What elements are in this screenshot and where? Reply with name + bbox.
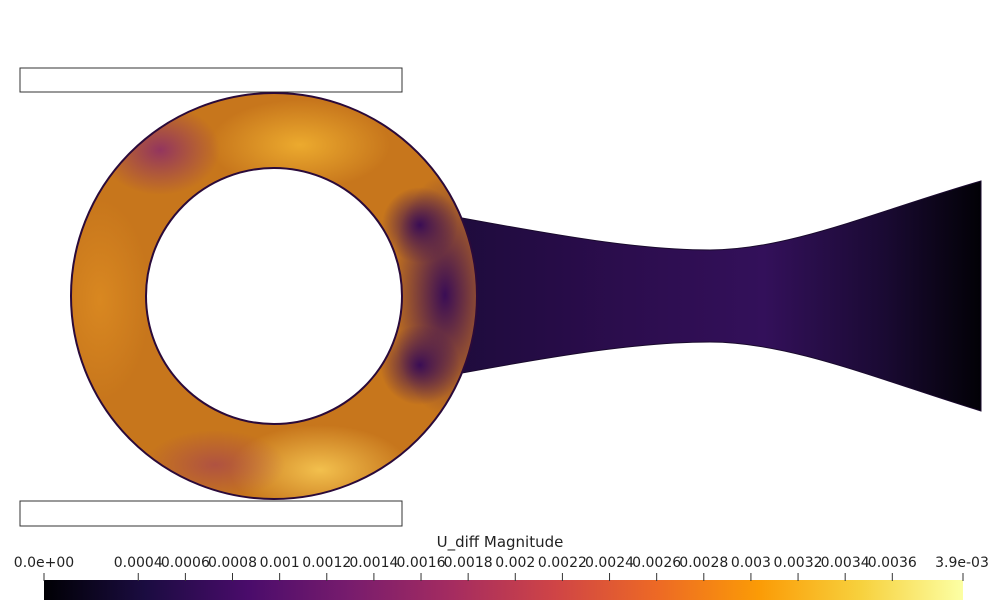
colorbar-tick-label: 0.0e+00 (13, 555, 75, 571)
colorbar-title: U_diff Magnitude (436, 533, 564, 551)
colorbar-tick-label: 0.0018 (443, 555, 493, 571)
colorbar-tick-label: 0.0012 (302, 555, 352, 571)
colorbar-tick-label: 0.0004 (113, 555, 163, 571)
colorbar-tick-label: 0.0008 (208, 555, 257, 571)
ring-outer-edge (70, 92, 478, 500)
channel-region (439, 180, 982, 412)
colorbar-tick-label: 0.0014 (349, 555, 399, 571)
colorbar-tick-label: 0.0034 (820, 555, 870, 571)
colorbar-tick-label: 0.0036 (867, 555, 917, 571)
colorbar-tick-label: 0.003 (730, 555, 771, 571)
ring-inner-edge (145, 167, 403, 425)
colorbar (44, 580, 963, 600)
colorbar-tick-label: 0.0006 (160, 555, 210, 571)
colorbar-tick-label: 0.001 (259, 555, 300, 571)
colorbar-tick-label: 0.0032 (773, 555, 823, 571)
colorbar-ticks (43, 573, 964, 581)
colorbar-tick-label: 0.0026 (632, 555, 682, 571)
colorbar-tick-label: 0.0016 (396, 555, 446, 571)
colorbar-tick-label: 3.9e-03 (935, 555, 989, 571)
colorbar-tick-label: 0.0024 (585, 555, 635, 571)
colorbar-tick-label: 0.0028 (679, 555, 729, 571)
colorbar-tick-label: 0.0022 (537, 555, 587, 571)
colorbar-tick-label: 0.002 (495, 555, 536, 571)
